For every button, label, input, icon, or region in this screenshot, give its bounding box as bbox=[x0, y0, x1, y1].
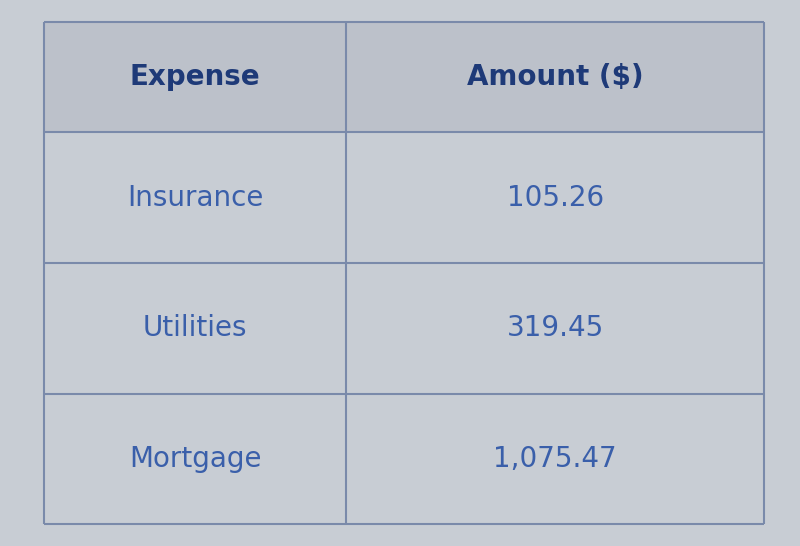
Text: 105.26: 105.26 bbox=[506, 183, 604, 212]
Bar bbox=[44, 394, 346, 524]
Text: 1,075.47: 1,075.47 bbox=[494, 445, 617, 473]
Text: Insurance: Insurance bbox=[127, 183, 263, 212]
Text: 319.45: 319.45 bbox=[506, 314, 604, 342]
Bar bbox=[44, 263, 346, 394]
Text: Expense: Expense bbox=[130, 63, 261, 91]
Bar bbox=[44, 132, 346, 263]
Text: Utilities: Utilities bbox=[143, 314, 247, 342]
Text: Amount ($): Amount ($) bbox=[467, 63, 643, 91]
Text: Mortgage: Mortgage bbox=[129, 445, 262, 473]
Bar bbox=[346, 263, 764, 394]
Bar bbox=[346, 394, 764, 524]
Bar bbox=[346, 22, 764, 132]
Bar bbox=[44, 22, 346, 132]
Bar bbox=[346, 132, 764, 263]
